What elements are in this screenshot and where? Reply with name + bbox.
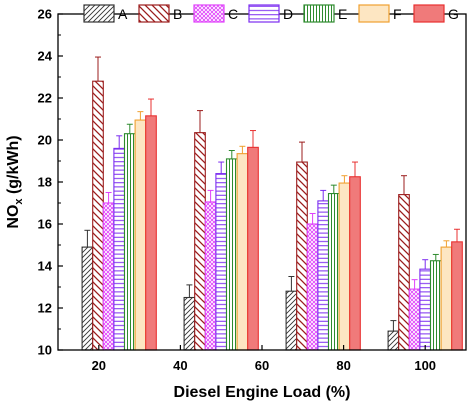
error-bar-G-0 bbox=[148, 98, 154, 116]
x-axis-title: Diesel Engine Load (%) bbox=[174, 384, 351, 401]
bar-A-1 bbox=[183, 296, 196, 351]
y-axis-title-rest: (g/kWh) bbox=[5, 135, 22, 198]
legend-label-A: A bbox=[118, 6, 128, 22]
legend-item-E: E bbox=[303, 4, 347, 23]
bar-E-2 bbox=[327, 193, 340, 351]
bar-G-0 bbox=[145, 115, 157, 351]
bar-D-3 bbox=[419, 268, 432, 351]
legend-label-B: B bbox=[173, 6, 182, 22]
y-tick-label: 24 bbox=[38, 49, 53, 64]
x-tick-label: 20 bbox=[92, 358, 106, 373]
error-bar-A-2 bbox=[288, 276, 295, 292]
error-bar-C-1 bbox=[207, 189, 214, 202]
error-bar-E-3 bbox=[432, 253, 439, 261]
legend-label-F: F bbox=[393, 6, 402, 22]
plot-area bbox=[81, 56, 463, 351]
bar-F-2 bbox=[338, 182, 351, 351]
y-tick-label: 22 bbox=[38, 91, 52, 106]
legend-swatch-G bbox=[413, 4, 445, 23]
error-bar-D-0 bbox=[116, 135, 123, 149]
legend-item-D: D bbox=[248, 4, 293, 23]
legend-swatch-A bbox=[83, 4, 115, 23]
y-tick-label: 14 bbox=[38, 259, 53, 274]
error-bar-E-0 bbox=[126, 123, 133, 134]
bar-B-3 bbox=[398, 194, 410, 351]
y-tick-label: 18 bbox=[38, 175, 52, 190]
y-axis-title-main: NO bbox=[5, 205, 22, 229]
bar-E-0 bbox=[123, 133, 136, 351]
bar-C-1 bbox=[204, 201, 217, 351]
bar-F-1 bbox=[236, 153, 249, 351]
legend-swatch-E bbox=[303, 4, 335, 23]
error-bar-B-2 bbox=[299, 141, 305, 163]
legend: A B C D E F G bbox=[83, 4, 459, 23]
error-bar-G-2 bbox=[352, 161, 358, 177]
error-bar-G-3 bbox=[454, 228, 460, 242]
error-bar-A-0 bbox=[84, 229, 91, 248]
legend-item-A: A bbox=[83, 4, 128, 23]
legend-item-C: C bbox=[193, 4, 238, 23]
error-bar-F-0 bbox=[137, 111, 144, 121]
legend-label-G: G bbox=[448, 6, 459, 22]
error-bar-F-3 bbox=[443, 240, 450, 248]
bar-E-1 bbox=[225, 158, 238, 351]
bar-A-3 bbox=[387, 330, 400, 351]
x-tick-label: 60 bbox=[255, 358, 269, 373]
bar-D-1 bbox=[215, 173, 228, 351]
bar-E-3 bbox=[429, 260, 442, 351]
error-bar-E-1 bbox=[228, 150, 235, 159]
error-bar-G-1 bbox=[250, 130, 256, 148]
bar-B-2 bbox=[296, 161, 308, 351]
legend-item-F: F bbox=[358, 4, 402, 23]
legend-swatch-F bbox=[358, 4, 390, 23]
bar-B-1 bbox=[194, 132, 206, 351]
bar-D-2 bbox=[317, 200, 330, 351]
bar-G-1 bbox=[247, 146, 259, 351]
legend-label-D: D bbox=[283, 6, 293, 22]
error-bar-C-0 bbox=[105, 192, 112, 203]
error-bar-D-1 bbox=[218, 161, 225, 174]
bar-B-0 bbox=[92, 80, 104, 351]
legend-label-E: E bbox=[338, 6, 347, 22]
y-axis-title: NOx (g/kWh) bbox=[5, 135, 25, 228]
bar-C-0 bbox=[102, 202, 115, 351]
error-bar-B-3 bbox=[401, 175, 407, 195]
bar-G-3 bbox=[451, 241, 463, 351]
bar-A-2 bbox=[285, 290, 298, 351]
error-bar-B-1 bbox=[197, 110, 203, 133]
x-tick-label: 80 bbox=[336, 358, 350, 373]
x-tick-label: 100 bbox=[414, 358, 436, 373]
error-bar-C-2 bbox=[309, 213, 316, 224]
legend-label-C: C bbox=[228, 6, 238, 22]
legend-swatch-D bbox=[248, 4, 280, 23]
error-bar-B-0 bbox=[95, 56, 101, 82]
y-tick-label: 26 bbox=[38, 7, 52, 22]
bar-F-0 bbox=[134, 119, 147, 351]
legend-swatch-C bbox=[193, 4, 225, 23]
y-tick-label: 20 bbox=[38, 133, 52, 148]
legend-swatch-B bbox=[138, 4, 170, 23]
bar-C-2 bbox=[306, 223, 319, 351]
y-tick-label: 10 bbox=[38, 343, 52, 358]
error-bar-D-2 bbox=[320, 189, 327, 201]
error-bar-D-3 bbox=[422, 259, 429, 270]
bar-D-0 bbox=[113, 147, 126, 351]
bar-F-3 bbox=[440, 246, 453, 351]
error-bar-E-2 bbox=[330, 184, 337, 194]
legend-item-B: B bbox=[138, 4, 182, 23]
bar-A-0 bbox=[81, 246, 94, 351]
y-tick-label: 16 bbox=[38, 217, 52, 232]
error-bar-F-1 bbox=[239, 145, 246, 154]
error-bar-A-1 bbox=[186, 284, 193, 298]
error-bar-C-3 bbox=[411, 279, 418, 290]
bar-C-3 bbox=[408, 288, 421, 351]
y-tick-label: 12 bbox=[38, 301, 52, 316]
error-bar-A-3 bbox=[390, 320, 397, 332]
legend-item-G: G bbox=[413, 4, 459, 23]
bar-G-2 bbox=[349, 176, 361, 351]
y-axis-title-sub: x bbox=[13, 198, 25, 205]
x-tick-label: 40 bbox=[173, 358, 187, 373]
error-bar-F-2 bbox=[341, 175, 348, 184]
